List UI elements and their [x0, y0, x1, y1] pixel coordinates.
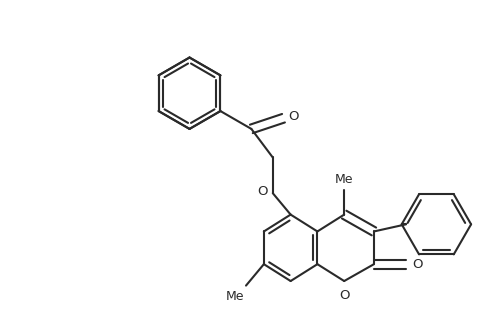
- Text: O: O: [288, 110, 299, 123]
- Text: O: O: [412, 258, 423, 271]
- Text: Me: Me: [335, 172, 353, 185]
- Text: Me: Me: [225, 290, 244, 303]
- Text: O: O: [339, 289, 350, 302]
- Text: O: O: [257, 185, 268, 198]
